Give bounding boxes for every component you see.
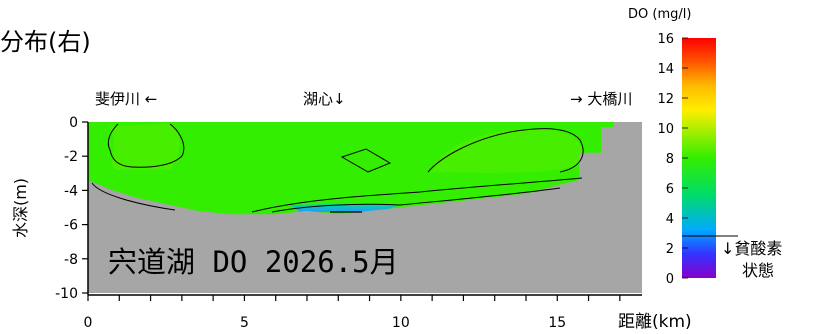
colorbar-tick-label: 0	[666, 272, 674, 287]
annotation-hii-river: 斐伊川 ←	[95, 90, 157, 108]
plot-area	[88, 122, 642, 293]
x-tick-label: 15	[548, 315, 566, 331]
lake-bottom-terrain	[88, 122, 642, 293]
x-axis-ticks: 0 5 10 15	[84, 295, 621, 331]
page-title-fragment: 分布(右)	[0, 28, 91, 56]
colorbar-tick-label: 14	[657, 62, 674, 77]
y-tick-label: -4	[64, 183, 78, 199]
y-axis-label: 水深(m)	[11, 178, 30, 238]
annotation-ohashi-river: → 大橋川	[570, 90, 632, 108]
y-axis-ticks: 0 -2 -4 -6 -8 -10	[55, 115, 88, 302]
chart-title: 宍道湖 DO 2026.5月	[108, 245, 399, 279]
y-tick-label: -10	[55, 286, 78, 302]
contour-line	[251, 177, 583, 213]
colorbar-ticks: 16 14 12 10 8 6 4 2 0	[657, 32, 688, 287]
contour-line	[107, 123, 185, 168]
hypoxia-label-line2: 状態	[742, 261, 774, 280]
colorbar-label: DO (mg/l)	[628, 7, 691, 22]
colorbar-tick-label: 16	[657, 32, 674, 47]
contour-line	[271, 187, 561, 213]
y-tick-label: -8	[64, 252, 78, 268]
y-tick-label: -2	[64, 149, 78, 165]
colorbar-tick-label: 2	[666, 242, 674, 257]
x-tick-label: 0	[84, 315, 93, 331]
contour-line	[340, 148, 392, 173]
colorbar-tick-label: 8	[666, 152, 674, 167]
annotation-lake-center: 湖心↓	[303, 90, 346, 108]
do-field-highzone-west	[110, 124, 180, 170]
y-tick-label: -6	[64, 218, 78, 234]
contour-line	[91, 182, 176, 211]
hypoxia-label-line1: ↓貧酸素	[721, 239, 782, 258]
x-axis-label: 距離(km)	[618, 312, 692, 332]
colorbar-tick-label: 4	[666, 212, 674, 227]
y-tick-label: 0	[69, 115, 78, 131]
colorbar-tick-label: 12	[657, 92, 674, 107]
contour-line	[427, 128, 584, 173]
do-field-highzone-east	[430, 128, 585, 173]
x-tick-label: 5	[240, 315, 249, 331]
colorbar-tick-label: 6	[666, 182, 674, 197]
colorbar-tick-label: 10	[657, 122, 674, 137]
x-tick-label: 10	[392, 315, 410, 331]
